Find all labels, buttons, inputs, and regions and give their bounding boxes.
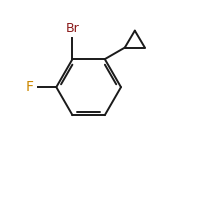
Text: Br: Br (66, 22, 79, 35)
Text: F: F (26, 80, 34, 94)
